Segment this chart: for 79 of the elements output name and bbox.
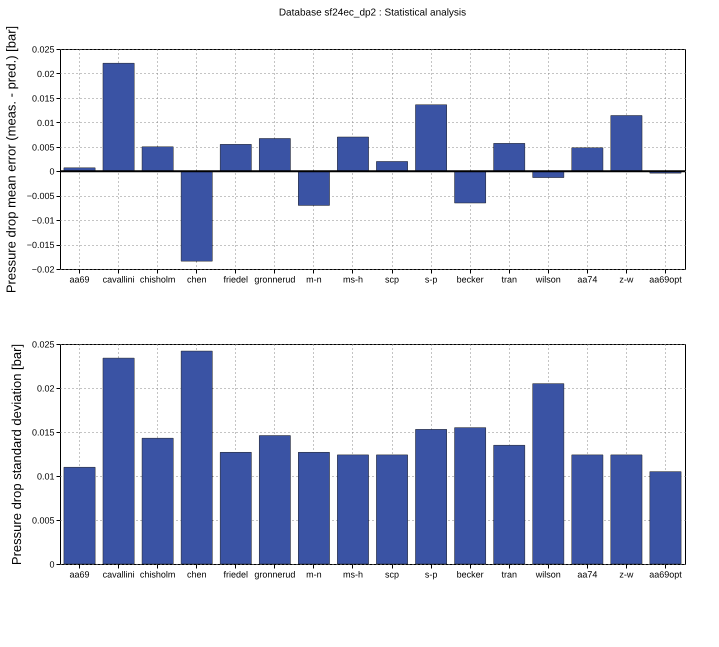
bar: [220, 144, 252, 172]
x-tick-label: scp: [385, 274, 400, 284]
bar: [258, 138, 291, 172]
bar: [493, 444, 526, 564]
x-tick-label: s-p: [424, 570, 438, 580]
bar: [337, 136, 369, 172]
x-tick-label: s-p: [424, 274, 438, 284]
y-tick-label: −0.02: [32, 264, 54, 274]
x-tick-label: aa69opt: [649, 570, 682, 580]
x-tick-label: chisholm: [140, 274, 176, 284]
bar: [415, 104, 447, 172]
x-tick-label: wilson: [534, 570, 561, 580]
y-axis-title: Pressure drop mean error (meas. - pred.) [bar]: [4, 26, 19, 294]
bar: [571, 454, 604, 564]
x-tick-label: becker: [456, 274, 484, 284]
y-tick-label: 0.02: [36, 384, 54, 394]
x-tick-label: z-w: [619, 570, 634, 580]
y-tick-label: 0.02: [36, 68, 54, 79]
y-tick-label: 0.005: [32, 142, 54, 152]
bar: [415, 429, 447, 564]
x-tick-label: cavallini: [102, 570, 135, 580]
bar: [298, 170, 330, 206]
bar: [376, 454, 408, 564]
x-tick-label: cavallini: [102, 274, 135, 284]
x-tick-label: friedel: [224, 570, 248, 580]
bar: [142, 438, 174, 564]
bar: [180, 350, 213, 564]
y-tick-label: 0.01: [36, 118, 54, 128]
x-tick-label: chen: [186, 274, 206, 284]
x-tick-label: tran: [501, 570, 517, 580]
x-tick-label: ms-h: [342, 274, 363, 284]
x-tick-label: aa69opt: [649, 274, 682, 284]
chart-title: Database sf24ec_dp2 : Statistical analysis: [278, 7, 466, 18]
x-tick-label: z-w: [619, 274, 634, 284]
x-tick-label: aa69: [70, 570, 90, 580]
x-tick-label: wilson: [534, 274, 561, 284]
x-tick-label: scp: [385, 570, 400, 580]
x-tick-label: aa69: [70, 274, 90, 284]
y-tick-label: −0.01: [32, 216, 54, 226]
x-tick-label: gronnerud: [254, 274, 296, 284]
x-tick-label: m-n: [306, 570, 322, 580]
y-tick-label: 0: [49, 560, 54, 570]
y-tick-label: 0.01: [36, 472, 54, 482]
bar: [220, 452, 252, 564]
bar: [650, 471, 682, 564]
bar: [610, 115, 642, 172]
x-tick-label: chisholm: [140, 570, 176, 580]
bar: [610, 454, 642, 564]
bar: [337, 454, 369, 564]
bar: [454, 427, 486, 564]
x-tick-label: friedel: [224, 274, 248, 284]
x-tick-label: gronnerud: [254, 570, 296, 580]
y-axis-title: Pressure drop standard deviation [bar]: [8, 344, 24, 566]
x-tick-label: aa74: [577, 274, 598, 284]
y-tick-label: 0: [49, 166, 54, 177]
x-tick-label: m-n: [306, 274, 322, 284]
bar: [454, 170, 486, 204]
bar: [258, 435, 291, 564]
bar: [571, 148, 604, 172]
bar: [493, 143, 526, 172]
x-tick-label: chen: [186, 570, 206, 580]
bar: [180, 170, 213, 262]
bar: [102, 62, 134, 172]
x-tick-label: aa74: [577, 570, 598, 580]
bar: [142, 146, 174, 172]
y-tick-label: 0.015: [32, 93, 54, 104]
x-tick-label: becker: [456, 570, 484, 580]
y-tick-label: −0.015: [26, 240, 54, 250]
bar: [532, 383, 564, 564]
x-tick-label: ms-h: [342, 570, 363, 580]
y-tick-label: 0.005: [32, 516, 54, 526]
x-tick-label: tran: [501, 274, 517, 284]
y-tick-label: 0.015: [32, 428, 54, 438]
bar: [64, 466, 96, 564]
bar: [102, 358, 134, 564]
bar: [298, 452, 330, 564]
y-tick-label: 0.025: [32, 44, 54, 54]
y-tick-label: 0.025: [32, 340, 54, 350]
y-tick-label: −0.005: [26, 191, 54, 202]
